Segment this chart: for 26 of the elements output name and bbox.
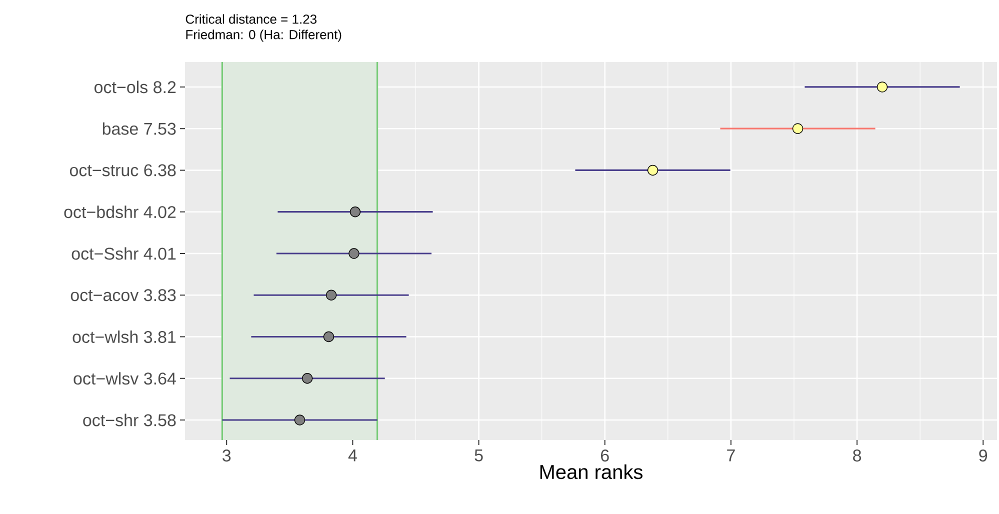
x-tick-label: 6	[601, 450, 609, 462]
y-tick-label: oct−struc 6.38	[70, 164, 176, 176]
x-tick-label: 7	[727, 450, 735, 462]
y-tick-label: oct−bdshr 4.02	[64, 206, 176, 218]
point	[294, 414, 306, 426]
x-tick-label: 4	[348, 450, 357, 462]
x-tick-label: 3	[222, 450, 231, 462]
point	[350, 206, 361, 218]
y-tick-label: oct−wlsh 3.81	[72, 330, 176, 343]
y-tick-label: oct−ols 8.2	[94, 80, 176, 94]
x-tick-label: 8	[853, 450, 862, 462]
point	[792, 123, 804, 134]
y-tick-label: base 7.53	[102, 122, 176, 135]
y-tick-label: oct−Sshr 4.01	[72, 247, 176, 260]
point	[326, 290, 337, 300]
point	[302, 373, 313, 384]
y-tick-label: oct−wlsv 3.64	[74, 372, 176, 385]
x-tick-label: 5	[474, 450, 483, 462]
y-tick-label: oct−shr 3.58	[83, 414, 176, 426]
chart-title: Critical distance = 1.23	[186, 14, 316, 24]
x-axis-title: Mean ranks	[540, 464, 642, 480]
point	[323, 331, 334, 342]
y-tick-label: oct−acov 3.83	[70, 289, 176, 302]
point	[348, 248, 360, 259]
x-tick-label: 9	[979, 450, 988, 462]
chart-subtitle: Friedman: 0 (Ha: Different)	[186, 30, 342, 42]
